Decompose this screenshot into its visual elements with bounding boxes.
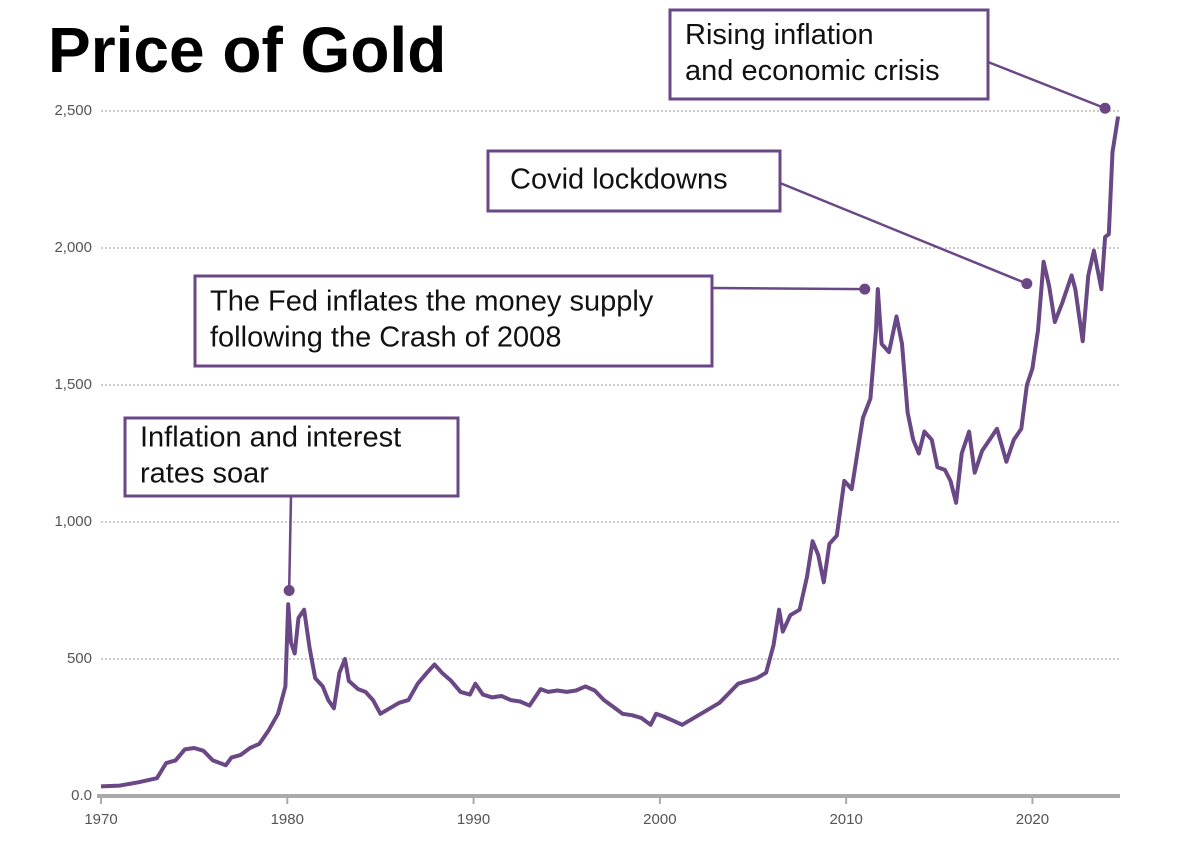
x-tick-label: 2010: [829, 811, 862, 828]
x-tick-label: 1980: [271, 811, 304, 828]
annotation-dot: [859, 283, 871, 295]
x-tick-label: 1990: [457, 811, 490, 828]
x-tick-label: 2000: [643, 811, 676, 828]
y-tick-label: 0.0: [71, 787, 92, 804]
annotation-dot: [1099, 102, 1111, 114]
y-tick-label: 1,500: [54, 376, 92, 393]
y-tick-label: 1,000: [54, 513, 92, 530]
annotation-box: [123, 416, 460, 498]
y-tick-label: 500: [67, 650, 92, 667]
annotation-text: rates soar: [140, 458, 269, 490]
annotation-box: [486, 149, 782, 213]
annotation-text: The Fed inflates the money supply: [210, 286, 654, 318]
annotation-text: Covid lockdowns: [510, 164, 728, 196]
annotation-box: [668, 8, 990, 101]
leader-line: [987, 60, 1106, 110]
leader-line: [711, 286, 865, 291]
x-tick-label: 2020: [1016, 811, 1049, 828]
annotation-dot: [1021, 278, 1033, 290]
price-line: [100, 116, 1121, 789]
x-tick-label: 1970: [84, 811, 117, 828]
annotation-text: Inflation and interest: [140, 422, 401, 454]
leader-line: [779, 181, 1028, 285]
chart-title: Price of Gold: [48, 14, 446, 86]
leader-line: [287, 495, 293, 591]
annotation-text: following the Crash of 2008: [210, 322, 561, 354]
y-tick-label: 2,000: [54, 239, 92, 256]
annotation-text: and economic crisis: [685, 55, 940, 87]
annotation-dot: [283, 585, 295, 596]
annotation-box: [193, 274, 714, 368]
y-tick-label: 2,500: [54, 102, 92, 119]
annotation-text: Rising inflation: [685, 19, 874, 51]
